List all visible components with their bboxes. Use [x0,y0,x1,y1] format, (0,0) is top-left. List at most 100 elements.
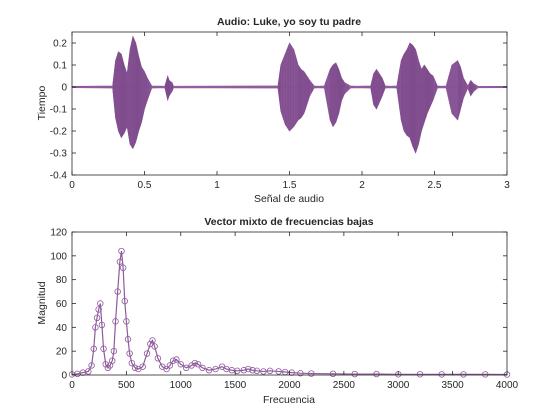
frequency-point [177,361,184,368]
audio-axes: Audio: Luke, yo soy tu padre 0 0.5 1 1.5 2 2.… [36,16,510,205]
frequency-point [191,359,199,367]
frequency-x-tick-label: 2500 [333,380,356,391]
frequency-x-tick-label: 500 [118,380,135,391]
frequency-point [173,356,180,363]
audio-x-tick-label: 0.5 [138,180,152,191]
frequency-point [90,345,97,352]
frequency-point [482,371,489,378]
frequency-point [139,363,146,370]
frequency-x-tick-label: 1500 [224,380,247,391]
frequency-point [373,370,380,378]
frequency-point [123,318,130,325]
frequency-point [297,370,304,377]
frequency-point [95,306,102,313]
audio-y-tick-label: -0.2 [50,127,68,138]
frequency-point [116,258,124,265]
frequency-y-tick-label: 40 [56,323,68,334]
audio-x-tick-label: 3 [504,180,510,191]
frequency-point [275,368,282,375]
frequency-point [169,357,177,364]
frequency-point [182,364,190,372]
frequency-point [98,321,106,329]
frequency-y-tick-label: 120 [50,228,67,239]
frequency-y-label: Magnitud [36,281,48,324]
frequency-point [97,300,104,307]
audio-y-tick-label: -0.3 [50,149,68,160]
frequency-point [288,369,295,376]
frequency-point [199,364,206,372]
frequency-x-tick-label: 0 [69,380,75,391]
frequency-point [112,318,119,325]
frequency-point [102,361,109,368]
audio-y-tick-label: -0.1 [50,105,68,116]
frequency-point [308,370,315,377]
frequency-x-tick-label: 2000 [278,380,301,391]
audio-plot-area [71,35,508,154]
frequency-point [266,367,274,375]
frequency-point [85,368,92,375]
frequency-point [121,297,128,305]
frequency-point [149,337,156,344]
audio-x-tick-label: 0 [69,180,75,191]
frequency-point [88,362,95,369]
frequency-point [438,371,445,378]
frequency-y-tick-label: 60 [56,299,68,310]
frequency-y-tick-label: 0 [61,371,67,382]
frequency-point [212,365,219,373]
frequency-point [109,357,116,364]
frequency-x-tick-label: 3000 [387,380,410,391]
frequency-point [124,336,132,343]
frequency-title: Vector mixto de frecuencias bajas [204,216,373,228]
frequency-point [93,314,101,321]
frequency-point [131,364,139,372]
audio-x-label: Señal de audio [254,193,324,205]
frequency-point [119,264,127,271]
frequency-point [128,359,136,367]
frequency-point [110,347,118,355]
frequency-y-tick-label: 100 [50,251,67,262]
audio-x-tick-label: 2 [359,180,365,191]
frequency-point [92,324,99,331]
frequency-point [329,370,337,378]
audio-x-tick-label: 1 [214,180,220,191]
frequency-point [143,350,151,357]
frequency-point [205,367,213,374]
frequency-plot-area [68,247,511,378]
audio-x-tick-label: 1.5 [283,180,297,191]
frequency-y-tick-label: 80 [56,275,68,286]
audio-y-tick-label: 0 [61,83,67,94]
frequency-point [166,362,174,369]
frequency-point [460,371,467,378]
audio-y-tick-label: 0.1 [53,61,67,72]
audio-y-tick-label: 0.2 [53,39,67,50]
frequency-point [416,371,424,378]
audio-y-ticks: -0.4 -0.3 -0.2 -0.1 0 0.1 0.2 [50,39,507,182]
audio-title: Audio: Luke, yo soy tu padre [217,16,361,28]
frequency-point [253,367,261,375]
frequency-x-label: Frecuencia [263,394,315,406]
frequency-point [351,370,358,378]
frequency-point [163,365,170,373]
frequency-point [234,367,241,375]
audio-y-tick-label: -0.4 [50,171,68,182]
audio-y-label: Tiempo [36,86,48,121]
frequency-point [249,367,256,374]
frequency-x-tick-label: 3500 [442,380,465,391]
frequency-point [126,350,133,357]
frequency-point [260,368,267,375]
frequency-point [114,288,121,295]
frequency-point [194,361,202,368]
frequency-point [151,343,158,350]
frequency-point [100,345,107,352]
frequency-y-tick-label: 20 [56,347,68,358]
frequency-point [118,247,125,255]
frequency-axes: Vector mixto de frecuencias bajas 0 500 10… [36,216,519,406]
frequency-point [244,365,252,373]
frequency-y-ticks: 0 20 40 60 80 100 120 [50,228,507,382]
audio-x-ticks: 0 0.5 1 1.5 2 2.5 3 [69,32,510,191]
frequency-point [154,355,162,362]
frequency-point [240,367,248,374]
frequency-x-tick-label: 4000 [496,380,519,391]
